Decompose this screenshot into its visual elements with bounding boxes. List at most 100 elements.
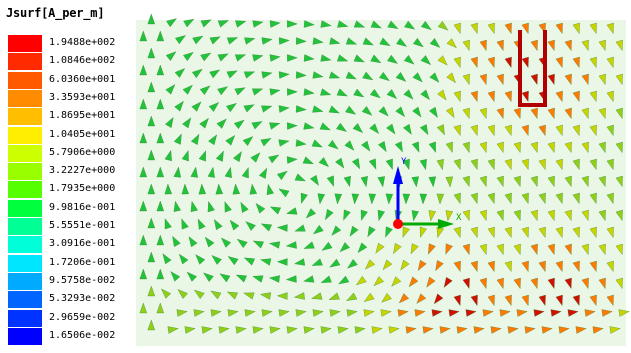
field-arrow-511 xyxy=(601,309,613,317)
field-arrow-352 xyxy=(312,224,324,235)
field-arrow-105 xyxy=(479,73,487,86)
field-arrow-441 xyxy=(373,276,384,287)
legend-label: 1.9488e+002 xyxy=(49,37,116,48)
field-arrow-323 xyxy=(305,208,317,219)
field-arrow-4 xyxy=(217,20,230,28)
field-arrow-96 xyxy=(328,71,341,79)
field-arrow-374 xyxy=(204,236,215,248)
field-arrow-411 xyxy=(347,259,358,269)
field-arrow-292 xyxy=(266,183,274,195)
field-arrow-151 xyxy=(295,105,307,113)
field-arrow-187 xyxy=(419,124,429,136)
legend-swatch xyxy=(8,108,42,126)
field-arrow-25 xyxy=(572,22,580,35)
field-arrow-108 xyxy=(530,73,538,86)
field-arrow-532 xyxy=(473,326,485,334)
field-arrow-195 xyxy=(555,124,563,137)
field-arrow-480 xyxy=(555,294,563,307)
field-arrow-159 xyxy=(429,106,438,118)
field-arrow-377 xyxy=(252,240,264,249)
field-arrow-458 xyxy=(177,289,188,299)
field-arrow-469 xyxy=(363,292,375,302)
field-arrow-440 xyxy=(355,275,367,286)
field-arrow-114 xyxy=(147,81,156,93)
field-arrow-118 xyxy=(217,86,229,96)
field-arrow-141 xyxy=(606,90,614,103)
field-arrow-329 xyxy=(411,210,419,222)
field-arrow-54 xyxy=(581,39,589,52)
field-arrow-218 xyxy=(462,141,470,154)
field-arrow-153 xyxy=(328,105,340,114)
z-axis-marker xyxy=(393,219,403,229)
field-arrow-16 xyxy=(420,20,432,31)
field-arrow-274 xyxy=(445,176,453,188)
field-arrow-33 xyxy=(226,37,239,45)
field-arrow-408 xyxy=(294,258,306,266)
field-arrow-517 xyxy=(218,326,230,334)
field-arrow-212 xyxy=(361,140,371,152)
field-arrow-460 xyxy=(210,290,222,300)
field-arrow-497 xyxy=(363,309,375,317)
field-arrow-412 xyxy=(364,259,376,270)
field-arrow-280 xyxy=(547,175,555,188)
legend-label: 1.8695e+001 xyxy=(49,110,116,122)
field-arrow-267 xyxy=(326,175,334,187)
field-arrow-171 xyxy=(147,115,156,127)
field-arrow-370 xyxy=(139,234,148,246)
field-arrow-380 xyxy=(303,241,315,249)
field-arrow-345 xyxy=(197,218,206,230)
field-arrow-260 xyxy=(207,166,215,178)
field-arrow-243 xyxy=(402,158,410,171)
field-arrow-314 xyxy=(156,200,165,212)
field-arrow-92 xyxy=(261,71,273,79)
field-arrow-310 xyxy=(572,192,580,205)
field-arrow-129 xyxy=(403,89,414,100)
field-arrow-229 xyxy=(164,149,172,162)
field-arrow-534 xyxy=(507,326,519,334)
field-arrow-97 xyxy=(345,71,357,80)
field-arrow-518 xyxy=(235,326,247,334)
field-arrow-21 xyxy=(504,22,512,35)
field-arrow-291 xyxy=(249,183,258,195)
field-arrow-508 xyxy=(550,309,562,317)
field-arrow-475 xyxy=(470,294,478,307)
field-arrow-371 xyxy=(156,234,165,246)
field-arrow-278 xyxy=(513,175,521,188)
field-arrow-184 xyxy=(369,123,380,134)
field-arrow-381 xyxy=(321,241,333,251)
field-arrow-318 xyxy=(224,201,232,213)
field-arrow-382 xyxy=(339,242,350,253)
field-arrow-119 xyxy=(234,87,246,96)
field-arrow-525 xyxy=(354,326,366,334)
field-arrow-538 xyxy=(575,326,587,334)
field-arrow-88 xyxy=(191,68,203,79)
field-arrow-453 xyxy=(581,277,589,290)
field-arrow-2 xyxy=(183,18,195,28)
field-arrow-317 xyxy=(207,200,215,213)
field-arrow-34 xyxy=(244,37,256,45)
field-arrow-120 xyxy=(251,88,264,96)
field-arrow-342 xyxy=(147,217,156,229)
legend-swatch xyxy=(8,199,42,217)
field-arrow-63 xyxy=(252,54,264,62)
field-arrow-361 xyxy=(470,226,478,239)
field-arrow-437 xyxy=(303,275,315,283)
field-arrow-167 xyxy=(564,107,572,120)
field-arrow-357 xyxy=(402,226,410,238)
field-arrow-425 xyxy=(589,260,597,273)
field-arrow-263 xyxy=(258,167,268,179)
field-arrow-483 xyxy=(606,294,614,307)
field-arrow-0 xyxy=(147,13,156,25)
field-arrow-89 xyxy=(209,69,221,79)
field-arrow-6 xyxy=(252,20,264,28)
field-arrow-154 xyxy=(345,105,357,115)
field-arrow-174 xyxy=(199,117,209,129)
field-arrow-117 xyxy=(199,85,211,95)
field-arrow-145 xyxy=(191,101,202,112)
legend-label: 5.7906e+000 xyxy=(49,146,116,158)
field-arrow-290 xyxy=(232,183,241,195)
field-arrow-259 xyxy=(190,166,198,178)
field-arrow-62 xyxy=(234,54,247,62)
field-arrow-90 xyxy=(226,70,238,79)
